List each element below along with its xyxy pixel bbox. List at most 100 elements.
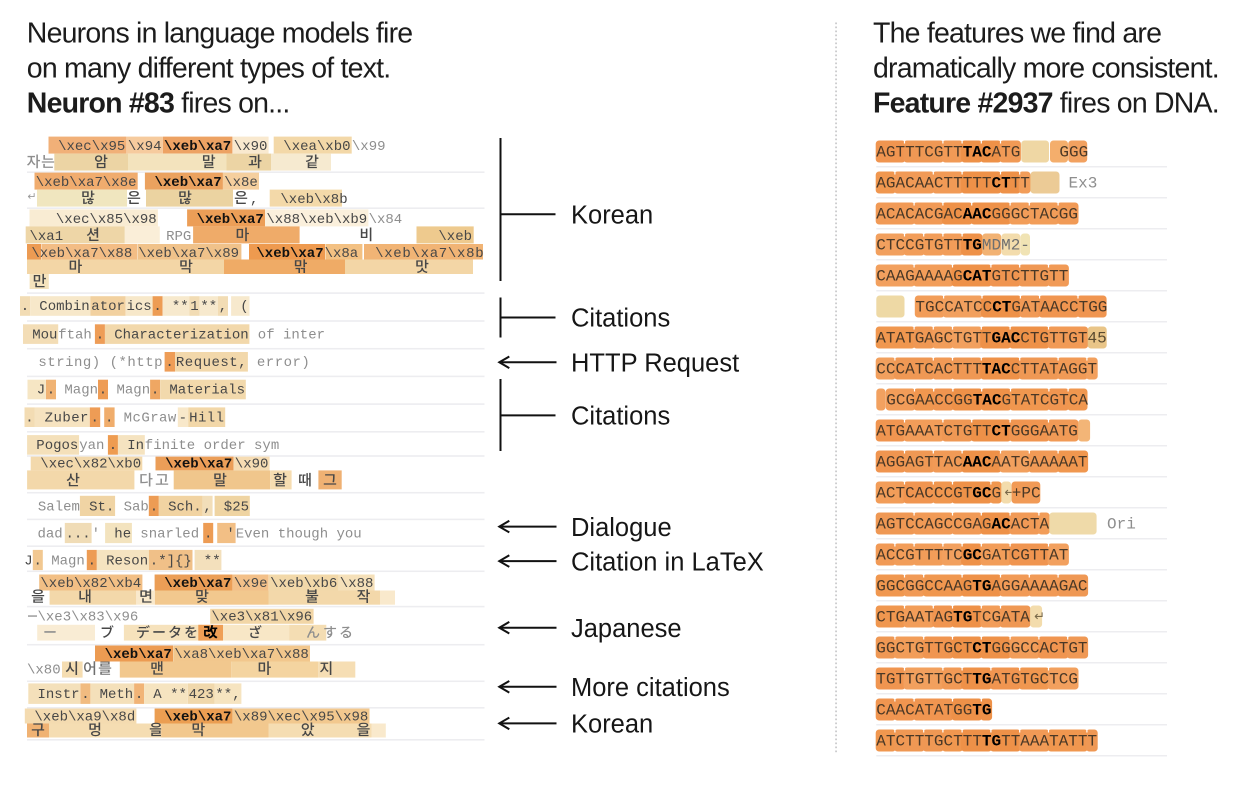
svg-text:GGCTGTTGCT: GGCTGTTGCT	[876, 640, 972, 658]
svg-text:\x90: \x90	[234, 139, 268, 155]
svg-text:\xe3\x83\x96: \xe3\x83\x96	[38, 609, 139, 625]
svg-text:.: .	[88, 553, 96, 569]
svg-text:TGTTGTTGCT: TGTTGTTGCT	[876, 671, 972, 689]
svg-text:': '	[92, 526, 100, 542]
svg-text:': '	[218, 526, 235, 542]
svg-text:.: .	[153, 299, 161, 315]
svg-text:Feature #2937: Feature #2937	[873, 88, 1053, 120]
svg-text:\xeb\xb6: \xeb\xb6	[270, 576, 337, 592]
svg-text:AAC: AAC	[963, 206, 992, 224]
svg-text:GCGAACCGG: GCGAACCGG	[886, 392, 972, 410]
svg-text:string) (*http: string) (*http	[38, 355, 163, 371]
svg-text:AGGAGTTAC: AGGAGTTAC	[876, 454, 962, 472]
svg-text:CT: CT	[992, 423, 1012, 441]
svg-text:on many different types of tex: on many different types of text.	[27, 53, 391, 85]
svg-text:CT: CT	[972, 640, 992, 658]
svg-text:+PC: +PC	[1012, 485, 1041, 503]
svg-text:Ex3: Ex3	[1069, 175, 1098, 193]
svg-text:Reson: Reson	[98, 553, 148, 569]
svg-text:CAAGAAAAG: CAAGAAAAG	[876, 268, 962, 286]
svg-text:ACCGTTTTC: ACCGTTTTC	[876, 547, 962, 565]
svg-text:yan: yan	[79, 438, 104, 454]
svg-text:Pogos: Pogos	[28, 438, 78, 454]
svg-text:,: ,	[219, 299, 227, 315]
svg-text:\xeb\xa7\x8e: \xeb\xa7\x8e	[36, 175, 137, 191]
svg-text:**: **	[164, 299, 189, 315]
svg-text:CT: CT	[992, 175, 1012, 193]
svg-text:\x88\xeb\xb9: \x88\xeb\xb9	[266, 212, 367, 228]
svg-text:CT: CT	[992, 299, 1012, 317]
svg-text:TAC: TAC	[973, 392, 1002, 410]
svg-text:GGGCTACGG: GGGCTACGG	[992, 206, 1078, 224]
svg-text:\xeb\xa7: \xeb\xa7	[188, 212, 264, 228]
svg-text:fires on...: fires on...	[174, 88, 290, 120]
svg-text:Request,: Request,	[176, 355, 247, 371]
svg-text:Sab: Sab	[115, 499, 149, 515]
svg-text:423: 423	[189, 687, 214, 703]
svg-text:TG: TG	[982, 733, 1001, 751]
svg-text:Japanese: Japanese	[571, 615, 682, 643]
svg-text:.: .	[96, 327, 104, 343]
svg-text:Korean: Korean	[571, 711, 653, 739]
svg-text:(: (	[232, 299, 249, 315]
svg-text:The features we find are: The features we find are	[873, 17, 1161, 49]
svg-text:Sch.: Sch.	[160, 499, 202, 515]
svg-text:Neurons in language models fir: Neurons in language models fire	[27, 17, 413, 49]
svg-text:Magn: Magn	[43, 553, 85, 569]
svg-text:RPG: RPG	[166, 229, 191, 245]
svg-text:Meth: Meth	[91, 687, 133, 703]
svg-text:GAC: GAC	[992, 330, 1021, 348]
svg-text:Magn: Magn	[56, 383, 98, 399]
svg-text:\xea\xb0: \xea\xb0	[275, 139, 351, 155]
svg-text:TG: TG	[953, 609, 972, 627]
svg-text:CAACATATGG: CAACATATGG	[876, 702, 972, 720]
svg-text:A **: A **	[145, 687, 187, 703]
svg-text:McGraw: McGraw	[115, 410, 177, 426]
svg-text:\x90: \x90	[235, 457, 269, 473]
svg-text:Citations: Citations	[571, 403, 670, 431]
svg-text:Citation in LaTeX: Citation in LaTeX	[571, 548, 764, 576]
svg-text:\x99: \x99	[352, 139, 386, 155]
svg-text:Dialogue: Dialogue	[571, 514, 672, 542]
svg-text:CAT: CAT	[963, 268, 992, 286]
svg-text:\x8a: \x8a	[325, 246, 359, 262]
svg-text:\xec\x85\x98: \xec\x85\x98	[31, 212, 157, 228]
svg-text:ACTA: ACTA	[1011, 516, 1050, 534]
svg-text:.: .	[135, 687, 143, 703]
svg-text:$25: $25	[215, 499, 249, 515]
svg-text:\xa8\xeb\xa7\x88: \xa8\xeb\xa7\x88	[174, 647, 308, 663]
svg-text:AGTCCAGCCGAG: AGTCCAGCCGAG	[876, 516, 991, 534]
svg-text:AAC: AAC	[963, 454, 992, 472]
svg-text:.: .	[34, 553, 42, 569]
svg-text:GATAACCTGG: GATAACCTGG	[1011, 299, 1107, 317]
svg-text:fires on DNA.: fires on DNA.	[1053, 88, 1219, 120]
svg-text:AGGAAAAGAC: AGGAAAAGAC	[992, 578, 1088, 596]
svg-text:AGTTTCGTT: AGTTTCGTT	[876, 144, 962, 162]
svg-text:MDM2-: MDM2-	[982, 237, 1030, 255]
svg-text:GGGCCACTGT: GGGCCACTGT	[992, 640, 1088, 658]
svg-text:dramatically more consistent.: dramatically more consistent.	[873, 53, 1219, 85]
svg-text:In: In	[119, 438, 144, 454]
svg-text:Characterization: Characterization	[106, 327, 249, 343]
svg-text:.: .	[150, 499, 158, 515]
svg-text:GGGAATG: GGGAATG	[1011, 423, 1078, 441]
svg-text:ATCTTTGCTTT: ATCTTTGCTTT	[876, 733, 982, 751]
svg-text:\xeb\xa7: \xeb\xa7	[146, 175, 222, 191]
svg-text:G: G	[992, 485, 1002, 503]
svg-text:HTTP Request: HTTP Request	[571, 350, 739, 378]
svg-text:Instr: Instr	[29, 687, 79, 703]
svg-text:.: .	[204, 526, 212, 542]
svg-text:St.: St.	[81, 499, 115, 515]
svg-text:TAC: TAC	[982, 361, 1011, 379]
svg-text:\xec\x95: \xec\x95	[50, 139, 126, 155]
svg-text:ics: ics	[127, 299, 152, 315]
svg-text:CTCCGTGTT: CTCCGTGTT	[876, 237, 962, 255]
svg-text:\xeb: \xeb	[430, 229, 472, 245]
svg-text:\xeb\xa9\x8d: \xeb\xa9\x8d	[26, 709, 135, 725]
svg-text:\xeb\xa7: \xeb\xa7	[156, 576, 232, 592]
svg-text:**,: **,	[215, 687, 240, 703]
svg-text:\x84: \x84	[369, 212, 403, 228]
svg-text:CCCATCACTTT: CCCATCACTTT	[876, 361, 982, 379]
svg-text:45: 45	[1088, 330, 1107, 348]
svg-text:AC: AC	[992, 516, 1012, 534]
